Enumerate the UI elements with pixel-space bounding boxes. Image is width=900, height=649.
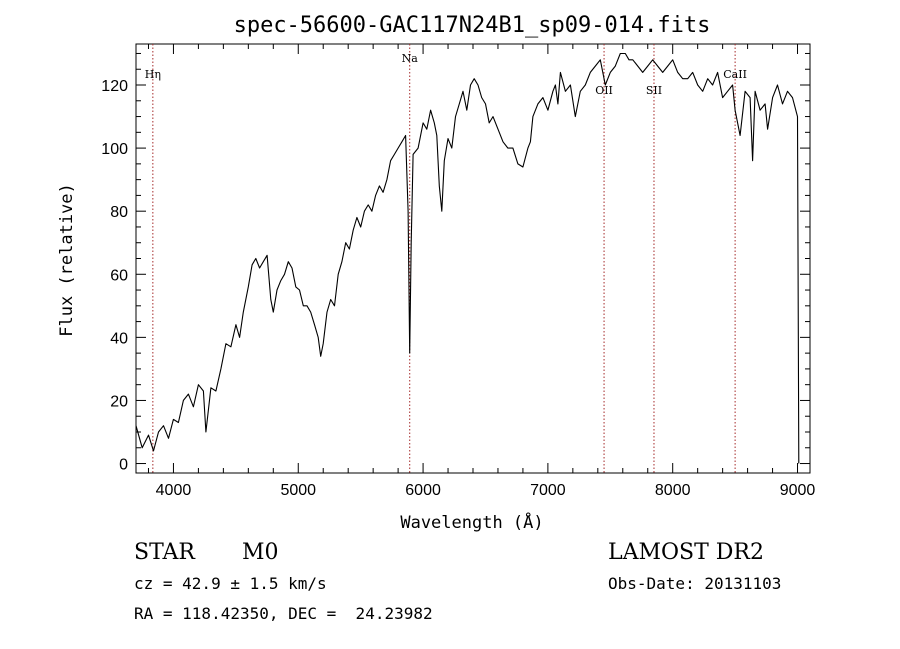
y-tick-label: 20 [110, 393, 128, 410]
object-subclass: M0 [242, 540, 279, 565]
y-tick-label: 100 [101, 141, 128, 158]
y-tick-label: 60 [110, 267, 128, 284]
spectrum-line-0 [135, 52, 800, 464]
plot-frame [135, 43, 811, 474]
x-tick-label: 5000 [280, 482, 316, 499]
x-tick-label: 4000 [156, 482, 192, 499]
y-tick-label: 80 [110, 204, 128, 221]
spectrum-series [135, 52, 800, 464]
x-tick-label: 8000 [655, 482, 691, 499]
line-label-na: Na [402, 52, 419, 65]
line-label-sii: SII [646, 84, 662, 97]
x-tick-label: 7000 [530, 482, 566, 499]
line-label-oii: OII [595, 84, 613, 97]
x-tick-label: 6000 [405, 482, 441, 499]
chart-title: spec-56600-GAC117N24B1_sp09-014.fits [234, 13, 711, 38]
line-label-caii: CaII [723, 68, 747, 81]
x-tick-label: 9000 [780, 482, 816, 499]
coordinates: RA = 118.42350, DEC = 24.23982 [134, 604, 433, 623]
object-class: STAR [134, 540, 195, 565]
y-axis-label: Flux (relative) [57, 183, 77, 337]
redshift-velocity: cz = 42.9 ± 1.5 km/s [134, 574, 327, 593]
observation-date: Obs-Date: 20131103 [608, 574, 782, 593]
y-tick-label: 40 [110, 330, 128, 347]
y-tick-label: 120 [101, 78, 128, 95]
y-tick-label: 0 [119, 457, 128, 474]
line-label-hη: Hη [145, 68, 161, 81]
survey-name: LAMOST DR2 [608, 540, 764, 565]
axes: 4000 5000 6000 7000 8000 9000 0 20 40 60 80 100 120 [101, 43, 816, 499]
x-axis-label: Wavelength (Å) [400, 511, 543, 533]
spectral-line-markers: Hη Na OII SII CaII [145, 44, 747, 473]
